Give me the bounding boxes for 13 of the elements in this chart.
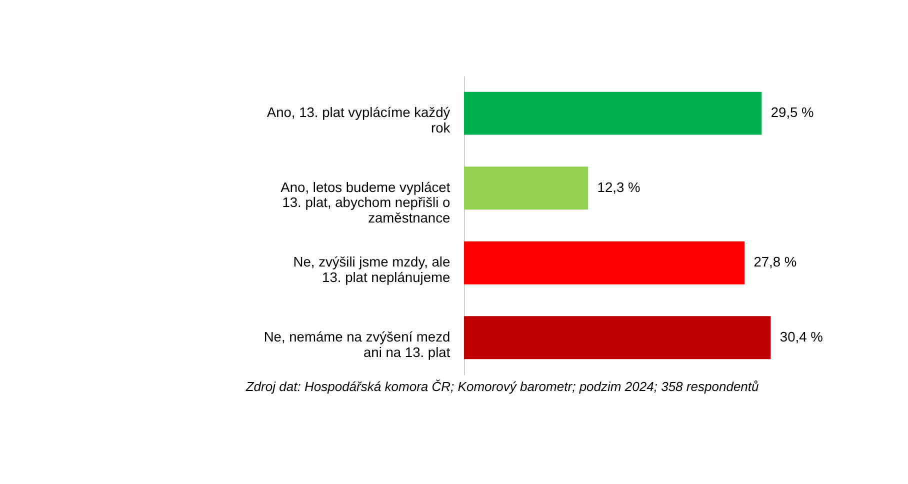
data-label: 12,3 %: [597, 180, 640, 195]
y-tick-label: Ne, zvýšili jsme mzdy, ale 13. plat neplánujeme: [293, 254, 450, 286]
bar: [464, 316, 771, 360]
data-label: 29,5 %: [770, 105, 814, 120]
bar: [464, 241, 744, 284]
bar: [464, 166, 588, 210]
bar: [464, 92, 762, 135]
y-tick-label: Ne, nemáme na zvýšení mezd ani na 13. plat: [264, 329, 450, 360]
data-label: 30,4 %: [780, 329, 823, 344]
data-label: 27,8 %: [754, 254, 797, 270]
text: Zdroj dat: Hospodářská komora ČR; Komorový barometr; podzim 2024; 358 respondentů: [244, 379, 759, 394]
y-tick-label: Ano, 13. plat vyplácíme každý rok: [266, 105, 450, 136]
y-tick-label: Ano, letos budeme vyplácet 13. plat, abychom nepřišli o zaměstnance: [280, 180, 450, 226]
